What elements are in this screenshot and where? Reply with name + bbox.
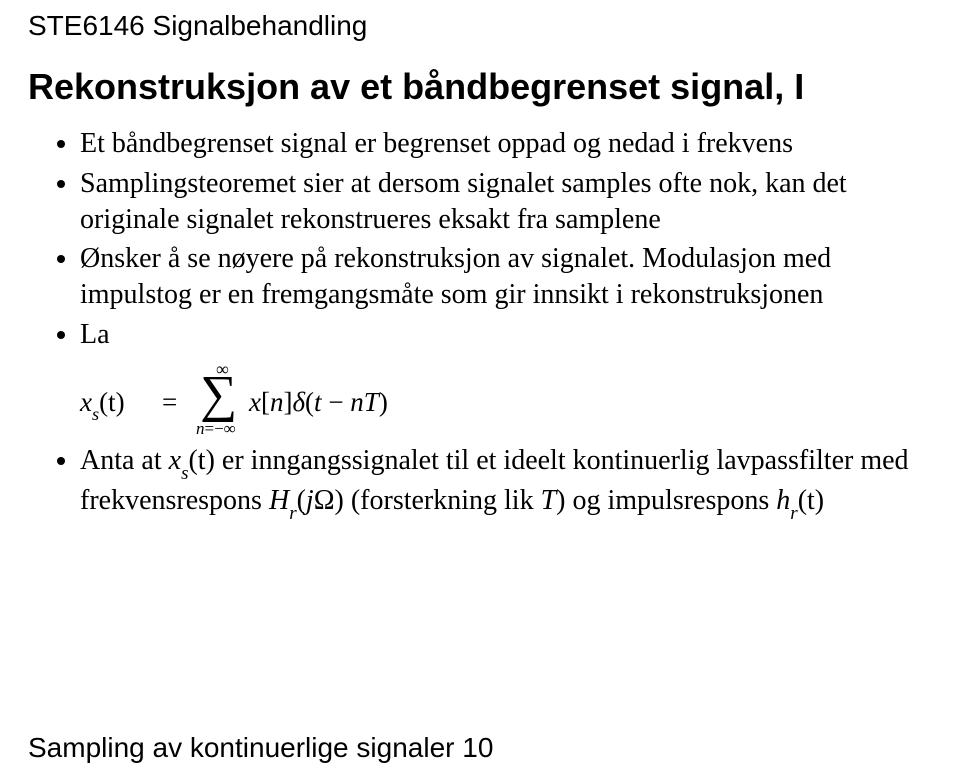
var-t: t xyxy=(314,387,322,417)
var-n: n xyxy=(270,387,284,417)
slide-page: STE6146 Signalbehandling Rekonstruksjon … xyxy=(0,0,960,782)
sigma-lower: n=−∞ xyxy=(196,419,236,439)
bullet-list: Et båndbegrenset signal er begrenset opp… xyxy=(28,126,932,353)
Hr-H: H xyxy=(269,485,289,516)
bullet-item: La xyxy=(80,317,932,353)
paren-open: ( xyxy=(305,387,314,417)
text-mid3: ) og impulsrespons xyxy=(556,485,776,516)
paren-close: ) xyxy=(379,387,388,417)
xs-x: x xyxy=(169,445,181,476)
bullet-item: Et båndbegrenset signal er begrenset opp… xyxy=(80,126,932,162)
minus: − xyxy=(322,387,351,417)
xs-t: (t) xyxy=(188,445,214,476)
sigma-symbol: ∑ xyxy=(200,369,237,421)
var-nT: nT xyxy=(350,387,379,417)
formula-lhs: xs(t) xyxy=(80,387,125,422)
formula-rhs: x[n]δ(t − nT) xyxy=(249,387,388,418)
hr-t: (t) xyxy=(798,485,824,516)
bullet-item: Samplingsteoremet sier at dersom signale… xyxy=(80,166,932,238)
slide-title: Rekonstruksjon av et båndbegrenset signa… xyxy=(28,66,932,108)
hr-r: r xyxy=(790,503,797,524)
var-Hr: Hr xyxy=(269,485,297,516)
bullet-list-2: Anta at xs(t) er inngangssignalet til et… xyxy=(28,443,932,523)
var-xs: xs xyxy=(169,445,189,476)
text-pre: Anta at xyxy=(80,445,169,476)
sigma-lower-n: n xyxy=(196,419,205,438)
xs-s: s xyxy=(181,463,188,484)
var-x2: x xyxy=(249,387,261,417)
Hr-arg: (jΩ) xyxy=(297,485,344,516)
text-mid2: (forsterkning lik xyxy=(344,485,541,516)
j: j xyxy=(306,485,314,516)
delta: δ xyxy=(292,387,305,417)
bracket-open: [ xyxy=(261,387,270,417)
equals-sign: = xyxy=(162,387,177,418)
Hr-r: r xyxy=(289,503,296,524)
hr-h: h xyxy=(776,485,790,516)
var-T: T xyxy=(541,485,557,516)
sub-s: s xyxy=(92,404,99,424)
var-hr: hr xyxy=(776,485,797,516)
formula-block: xs(t) = ∞ ∑ n=−∞ x[n]δ(t − nT) xyxy=(28,359,932,437)
course-header: STE6146 Signalbehandling xyxy=(28,10,932,42)
bullet-item: Ønsker å se nøyere på rekonstruksjon av … xyxy=(80,241,932,313)
slide-footer: Sampling av kontinuerlige signaler 10 xyxy=(28,732,493,764)
bullet-item: Anta at xs(t) er inngangssignalet til et… xyxy=(80,443,932,523)
var-x: x xyxy=(80,387,92,417)
paren-t: (t) xyxy=(99,387,124,417)
sigma-lower-eq: =−∞ xyxy=(205,419,236,438)
